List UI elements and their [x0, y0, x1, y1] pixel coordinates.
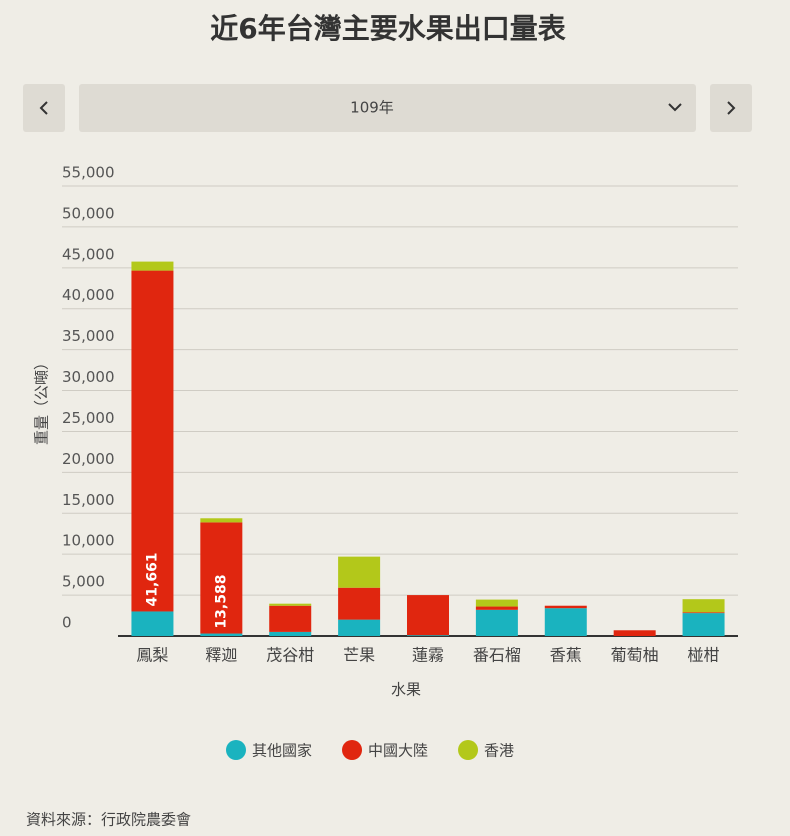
- year-dropdown[interactable]: [79, 84, 696, 132]
- bar-segment: [200, 522, 243, 634]
- bar-segment: [613, 630, 656, 636]
- y-axis-label: 重量（公噸）: [33, 355, 51, 445]
- legend-swatch: [342, 740, 363, 760]
- y-tick-label: 10,000: [62, 532, 115, 550]
- x-tick-label: 茂谷柑: [266, 646, 314, 665]
- bar-segment: [131, 261, 174, 271]
- prev-button[interactable]: [23, 84, 65, 132]
- next-button[interactable]: [710, 84, 752, 132]
- bar-segment: [682, 612, 725, 614]
- y-tick-label: 0: [62, 614, 72, 632]
- chart-title: 近6年台灣主要水果出口量表: [210, 12, 565, 45]
- y-tick-label: 30,000: [62, 368, 115, 386]
- bar-segment: [200, 633, 243, 636]
- y-tick-label: 25,000: [62, 409, 115, 427]
- bar-segment: [544, 608, 587, 636]
- bar-segment: [131, 270, 174, 612]
- prev-icon: [39, 101, 48, 115]
- x-tick-label: 鳳梨: [136, 646, 168, 665]
- y-tick-label: 50,000: [62, 204, 115, 222]
- next-icon: [727, 101, 736, 115]
- y-tick-label: 55,000: [62, 164, 115, 182]
- y-tick-label: 45,000: [62, 245, 115, 263]
- x-tick-label: 蓮霧: [412, 646, 444, 665]
- legend-label: 其他國家: [252, 742, 312, 760]
- data-label: 41,661: [144, 552, 160, 606]
- bar-segment: [475, 606, 518, 610]
- y-tick-label: 5,000: [62, 573, 105, 591]
- year-selected: 109年: [350, 99, 394, 117]
- legend-swatch: [226, 740, 246, 760]
- bar-segment: [407, 635, 449, 636]
- bar-segment: [338, 619, 381, 636]
- y-tick-label: 40,000: [62, 286, 115, 304]
- bar-segment: [407, 595, 449, 636]
- x-tick-label: 葡萄柚: [611, 646, 659, 665]
- bar-segment: [200, 518, 243, 523]
- data-label: 13,588: [213, 575, 229, 629]
- bar-segment: [682, 613, 725, 636]
- bar-segment: [475, 609, 518, 636]
- legend-label: 香港: [484, 742, 514, 760]
- x-tick-label: 椪柑: [688, 646, 720, 665]
- y-tick-label: 15,000: [62, 491, 115, 509]
- bar-segment: [682, 599, 725, 613]
- bar-segment: [131, 611, 174, 636]
- x-tick-label: 香蕉: [550, 646, 582, 665]
- y-tick-label: 20,000: [62, 450, 115, 468]
- bar-segment: [269, 631, 312, 636]
- y-tick-label: 35,000: [62, 327, 115, 345]
- bar-segment: [269, 603, 312, 606]
- x-tick-label: 番石榴: [473, 646, 521, 665]
- bar-segment: [544, 605, 587, 609]
- source: 資料來源：行政院農委會: [26, 811, 191, 829]
- bar-segment: [338, 556, 381, 588]
- legend-swatch: [458, 740, 479, 760]
- bar-segment: [269, 605, 312, 632]
- x-tick-label: 釋迦: [205, 646, 237, 665]
- bar-segment: [338, 587, 381, 620]
- x-axis-label: 水果: [391, 681, 421, 699]
- dropdown-icon: [668, 103, 682, 112]
- legend-label: 中國大陸: [368, 742, 428, 760]
- bar-segment: [475, 599, 518, 607]
- x-tick-label: 芒果: [343, 646, 375, 665]
